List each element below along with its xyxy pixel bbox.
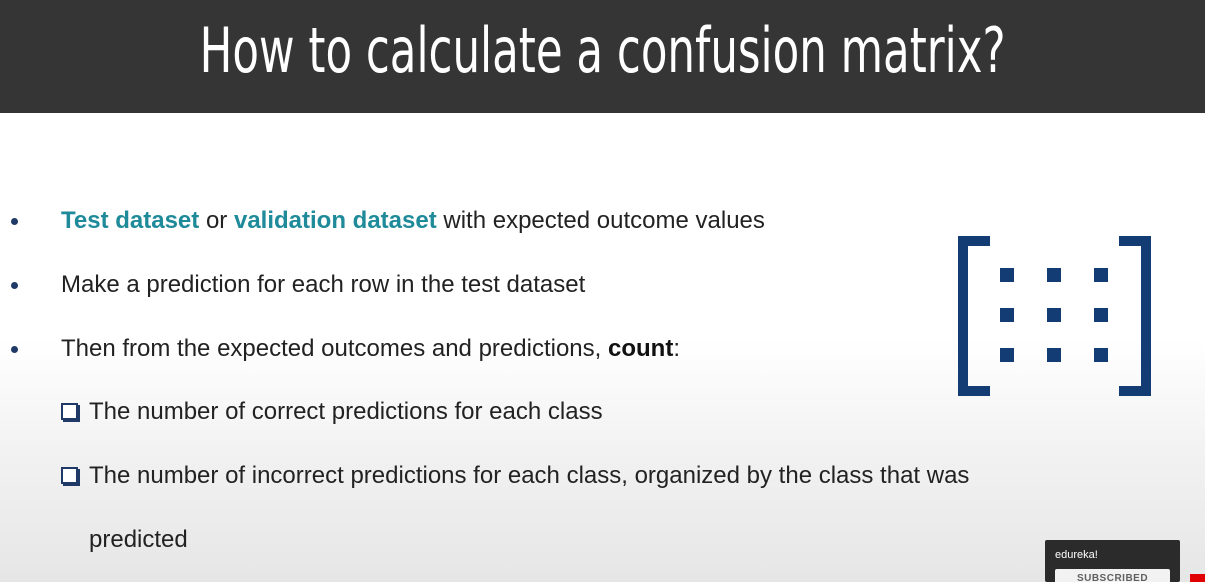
subbullet-continuation: predicted <box>0 520 600 560</box>
bullet-text-segment: or <box>199 207 234 234</box>
channel-subscribe-popup: edureka! SUBSCRIBED <box>1045 540 1180 582</box>
slide-header: How to calculate a confusion matrix? <box>0 0 1205 113</box>
subbullet-text: The number of incorrect predictions for … <box>89 462 970 489</box>
matrix-bracket-icon <box>958 236 1151 396</box>
bullet-text-segment: with expected outcome values <box>436 207 765 234</box>
bullet-dot-icon <box>11 218 18 225</box>
subscribe-button[interactable]: SUBSCRIBED <box>1055 569 1170 582</box>
checkbox-square-icon <box>61 467 78 484</box>
bullet-text-segment: : <box>673 335 680 362</box>
slide-title: How to calculate a confusion matrix? <box>199 14 1006 87</box>
checkbox-square-icon <box>61 403 78 420</box>
bullet-dot-icon <box>11 346 18 353</box>
subbullet-item-incorrect: The number of incorrect predictions for … <box>0 456 1100 496</box>
red-badge-icon <box>1190 574 1205 582</box>
bullet-dot-icon <box>11 282 18 289</box>
channel-name: edureka! <box>1055 549 1098 561</box>
bullet-item-test-dataset: Test dataset or validation dataset with … <box>0 201 900 241</box>
subbullet-text: The number of correct predictions for ea… <box>89 398 603 425</box>
bold-text: count <box>607 335 674 362</box>
highlight-text: validation dataset <box>233 207 437 234</box>
bullet-item-make-prediction: Make a prediction for each row in the te… <box>0 265 900 305</box>
bullet-text: Then from the expected outcomes and pred… <box>61 335 680 363</box>
bullet-text-segment: Then from the expected outcomes and pred… <box>61 335 608 362</box>
bullet-text: Make a prediction for each row in the te… <box>61 271 586 298</box>
subbullet-text: predicted <box>89 526 188 553</box>
bullet-text: Test dataset or validation dataset with … <box>61 207 765 235</box>
bullet-item-count: Then from the expected outcomes and pred… <box>0 329 900 369</box>
highlight-text: Test dataset <box>61 207 200 234</box>
subbullet-item-correct: The number of correct predictions for ea… <box>0 392 1100 432</box>
